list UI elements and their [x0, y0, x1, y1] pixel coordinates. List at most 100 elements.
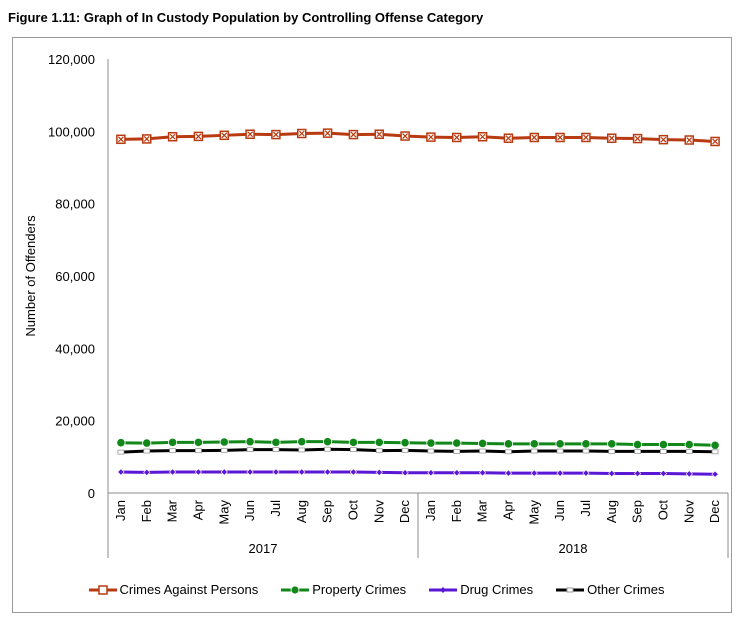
x-tick-label: Mar — [165, 499, 180, 522]
chart-legend: Crimes Against Persons Property Crimes Dru… — [0, 582, 752, 597]
legend-swatch-crimes-against-persons — [88, 584, 117, 595]
series-line-drug-crimes — [120, 470, 716, 476]
data-point-property-crimes — [632, 439, 643, 450]
legend-item-crimes-against-persons: Crimes Against Persons — [88, 582, 258, 597]
data-point-crimes-against-persons-x — [427, 134, 434, 141]
data-point-property-crimes — [374, 437, 384, 447]
y-tick-label: 60,000 — [55, 269, 95, 284]
legend-label: Other Crimes — [587, 582, 665, 597]
data-point-property-crimes — [271, 437, 281, 447]
data-point-property-crimes — [529, 439, 539, 449]
data-point-property-crimes — [452, 438, 462, 448]
data-point-drug-crimes — [504, 469, 513, 477]
data-point-other-crimes — [660, 449, 667, 454]
data-point-crimes-against-persons-x — [712, 138, 719, 145]
data-point-crimes-against-persons-x — [479, 133, 486, 140]
data-point-crimes-against-persons-x — [272, 131, 279, 138]
data-point-drug-crimes — [633, 469, 642, 478]
data-point-property-crimes — [503, 439, 514, 449]
data-point-other-crimes — [608, 449, 616, 454]
y-tick-label: 80,000 — [55, 197, 95, 212]
data-point-other-crimes — [143, 448, 151, 454]
data-point-crimes-against-persons-x — [686, 137, 693, 143]
data-point-drug-crimes — [556, 469, 564, 477]
data-point-drug-crimes — [246, 468, 254, 476]
data-point-property-crimes — [581, 439, 591, 449]
series-line-crimes-against-persons — [120, 131, 716, 143]
data-point-other-crimes — [711, 449, 719, 455]
data-point-drug-crimes — [194, 468, 203, 476]
data-point-property-crimes — [245, 437, 255, 447]
x-tick-label: Oct — [655, 500, 670, 521]
data-point-property-crimes — [477, 438, 488, 449]
data-point-other-crimes — [556, 448, 564, 454]
data-point-drug-crimes — [349, 468, 358, 476]
data-point-crimes-against-persons-x — [221, 132, 228, 139]
data-point-crimes-against-persons-x — [195, 133, 202, 140]
x-tick-label: Jul — [578, 500, 593, 517]
data-point-other-crimes — [350, 447, 357, 453]
data-point-other-crimes — [169, 448, 176, 454]
data-point-property-crimes — [219, 437, 229, 447]
data-point-crimes-against-persons-x — [531, 134, 538, 141]
legend-item-property-crimes: Property Crimes — [280, 582, 406, 597]
data-point-crimes-against-persons-x — [324, 130, 331, 137]
legend-label: Property Crimes — [312, 582, 407, 597]
data-point-crimes-against-persons-x — [634, 135, 641, 142]
x-tick-label: Dec — [397, 500, 412, 524]
data-point-drug-crimes — [685, 470, 693, 478]
data-point-drug-crimes — [530, 469, 538, 477]
data-point-property-crimes — [400, 438, 410, 448]
x-tick-label: Sep — [630, 500, 645, 523]
y-tick-label: 100,000 — [48, 124, 95, 139]
legend-item-drug-crimes: Drug Crimes — [428, 582, 533, 597]
data-point-crimes-against-persons-x — [582, 134, 589, 141]
data-point-crimes-against-persons-x — [557, 134, 564, 141]
data-point-drug-crimes — [401, 469, 409, 477]
data-point-drug-crimes — [659, 469, 668, 478]
data-point-other-crimes — [298, 447, 306, 453]
y-tick-label: 40,000 — [55, 341, 95, 356]
series-line-other-crimes — [120, 447, 716, 454]
data-point-property-crimes — [116, 438, 126, 448]
data-point-drug-crimes — [711, 470, 719, 478]
y-tick-label: 20,000 — [55, 414, 95, 429]
data-point-drug-crimes — [298, 468, 306, 476]
legend-marker-crimes-against-persons — [97, 584, 108, 595]
data-point-crimes-against-persons-x — [247, 131, 254, 138]
x-tick-label: Nov — [371, 500, 386, 524]
x-tick-label: Sep — [320, 500, 335, 523]
x-tick-label: Feb — [139, 500, 154, 522]
data-point-property-crimes — [684, 439, 694, 450]
data-point-other-crimes — [453, 449, 461, 454]
legend-swatch-other-crimes — [556, 587, 585, 592]
x-tick-label: Jan — [423, 500, 438, 521]
legend-marker-other-crimes — [566, 587, 574, 592]
x-tick-label: Apr — [190, 499, 205, 520]
data-point-other-crimes — [530, 448, 538, 454]
data-point-drug-crimes — [453, 469, 461, 477]
data-point-drug-crimes — [323, 468, 332, 476]
data-point-property-crimes — [607, 439, 617, 449]
data-point-property-crimes — [710, 440, 720, 450]
data-point-other-crimes — [220, 447, 228, 453]
legend-swatch-drug-crimes — [429, 586, 458, 593]
data-point-property-crimes — [142, 438, 152, 448]
data-point-crimes-against-persons-x — [608, 135, 615, 142]
data-point-drug-crimes — [608, 469, 616, 478]
data-point-drug-crimes — [427, 469, 435, 477]
data-point-crimes-against-persons-x — [402, 133, 409, 139]
data-point-crimes-against-persons-x — [169, 133, 176, 140]
data-point-drug-crimes — [117, 468, 125, 476]
group-label: 2017 — [249, 541, 278, 556]
x-tick-label: Dec — [707, 500, 722, 524]
data-point-crimes-against-persons-x — [143, 136, 150, 142]
x-tick-label: Aug — [294, 500, 309, 523]
data-point-drug-crimes — [375, 468, 383, 477]
data-point-property-crimes — [426, 438, 436, 448]
x-tick-label: Jun — [552, 500, 567, 521]
x-tick-label: Jan — [113, 500, 128, 521]
data-point-other-crimes — [375, 448, 383, 454]
data-point-drug-crimes — [220, 468, 228, 476]
